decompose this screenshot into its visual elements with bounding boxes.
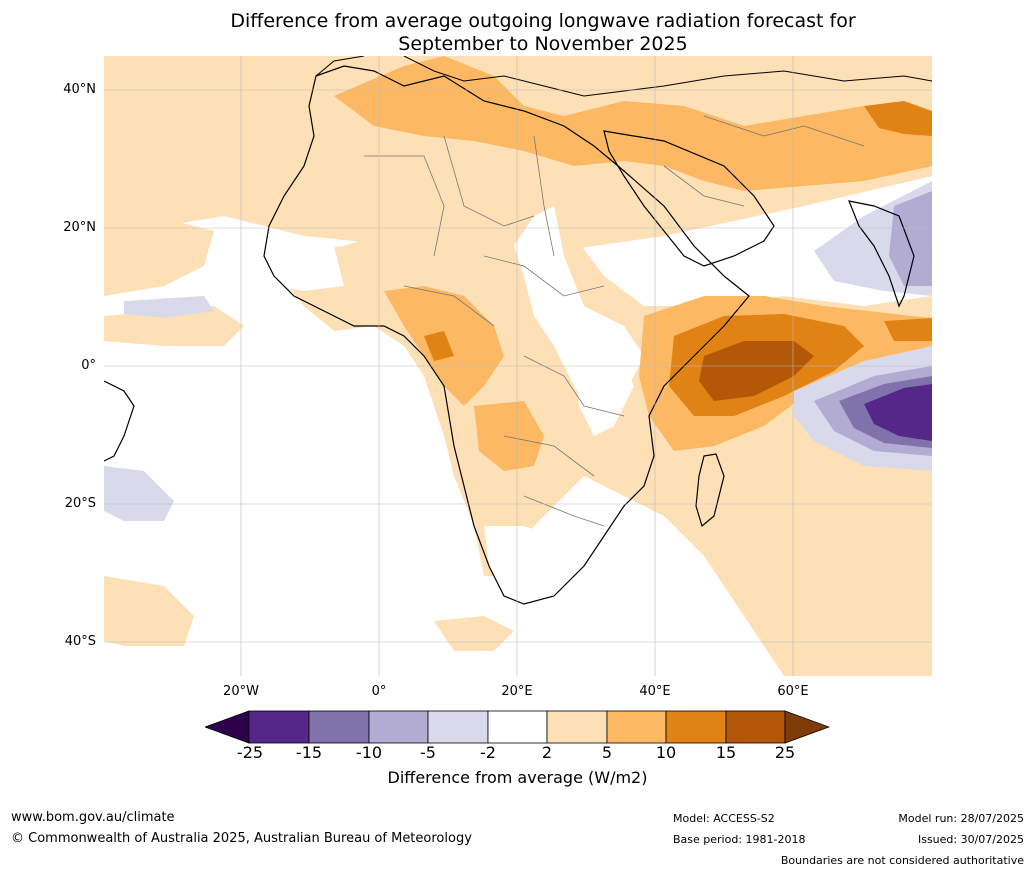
country-borders — [364, 115, 865, 527]
africa-coastline — [263, 65, 750, 605]
arabia-coastline — [603, 130, 775, 267]
footer-website-link[interactable]: www.bom.gov.au/climate — [11, 810, 175, 825]
contour-minus15-25-south-indian — [864, 384, 932, 441]
madagascar-coastline — [695, 453, 725, 528]
contour-minus2-5-atlantic — [104, 466, 174, 521]
colour-bar-tick: 15 — [715, 743, 737, 762]
contour-neutral-west — [264, 246, 344, 291]
colour-bar-tick: 10 — [655, 743, 677, 762]
lat-label-40n: 40°N — [63, 82, 96, 97]
map-panel — [104, 56, 932, 676]
colour-bar-segment-2 — [308, 710, 370, 744]
lat-label-20n: 20°N — [63, 220, 96, 235]
colour-bar-segment-8 — [665, 710, 727, 744]
colour-bar-tick: -10 — [355, 743, 383, 762]
colour-bar-segment-1 — [248, 710, 310, 744]
lat-label-20s: 20°S — [64, 496, 96, 511]
footer-model: Model: ACCESS-S2 — [673, 812, 775, 825]
title-line-2: September to November 2025 — [398, 33, 688, 55]
colour-bar — [205, 710, 830, 744]
contour-2-5-equatorial-atlantic — [104, 306, 244, 346]
contour-2-5-north-atlantic — [104, 56, 932, 256]
footer-copyright: © Commonwealth of Australia 2025, Austra… — [11, 831, 472, 846]
colour-bar-segment-3 — [368, 710, 429, 744]
india-coastline — [848, 200, 915, 308]
contour-2-5-south-atlantic-a — [104, 576, 194, 646]
title-line-1: Difference from average outgoing longwav… — [230, 10, 856, 32]
colour-bar-segment-9 — [725, 710, 786, 744]
lat-label-0: 0° — [81, 358, 96, 373]
colour-bar-tick: 25 — [774, 743, 796, 762]
colour-bar-segment-7 — [606, 710, 667, 744]
footer-disclaimer: Boundaries are not considered authoritat… — [780, 854, 1024, 867]
colour-bar-tick: -5 — [420, 743, 436, 762]
graticule — [104, 56, 932, 676]
anomaly-map — [104, 56, 932, 676]
footer-base-period: Base period: 1981-2018 — [673, 833, 806, 846]
colour-bar-label: Difference from average (W/m2) — [387, 768, 648, 787]
lon-label-20e: 20°E — [501, 684, 533, 699]
colour-bar-tick: -2 — [480, 743, 496, 762]
colour-bar-tick: -15 — [295, 743, 323, 762]
contour-10-15-east-india — [884, 318, 932, 341]
contour-2-5-west-atlantic — [104, 206, 214, 296]
colour-bar-tick: -25 — [236, 743, 264, 762]
colour-bar-arrow-low — [205, 710, 250, 744]
colour-bar-segment-6 — [546, 710, 608, 744]
contour-neutral-south — [484, 526, 584, 606]
europe-coastline — [315, 56, 932, 97]
footer-issued: Issued: 30/07/2025 — [917, 833, 1024, 846]
contour-15-25-indian-ocean — [699, 341, 814, 401]
map-title: Difference from average outgoing longwav… — [0, 10, 1035, 56]
south-america-coastline — [104, 380, 135, 462]
colour-bar-segment-4 — [427, 710, 489, 744]
lon-label-60e: 60°E — [777, 684, 809, 699]
lon-label-20w: 20°W — [223, 684, 259, 699]
colour-bar-arrow-high — [784, 710, 830, 744]
lon-label-40e: 40°E — [639, 684, 671, 699]
footer-model-run: Model run: 28/07/2025 — [898, 812, 1024, 825]
contour-10-15-congo — [424, 331, 454, 361]
colour-bar-tick: 2 — [541, 743, 553, 762]
contour-neutral-east-africa — [574, 346, 634, 436]
contour-minus2-5-equatorial — [124, 296, 214, 318]
colour-bar-segment-5 — [487, 710, 548, 744]
contour-minus5-10-arabian-sea — [889, 191, 932, 286]
contour-10-15-middle-east — [864, 101, 932, 136]
colour-bar-tick: 5 — [601, 743, 613, 762]
contour-5-10-southern-africa — [474, 401, 544, 471]
lat-label-40s: 40°S — [64, 634, 96, 649]
lon-label-0: 0° — [371, 684, 387, 699]
